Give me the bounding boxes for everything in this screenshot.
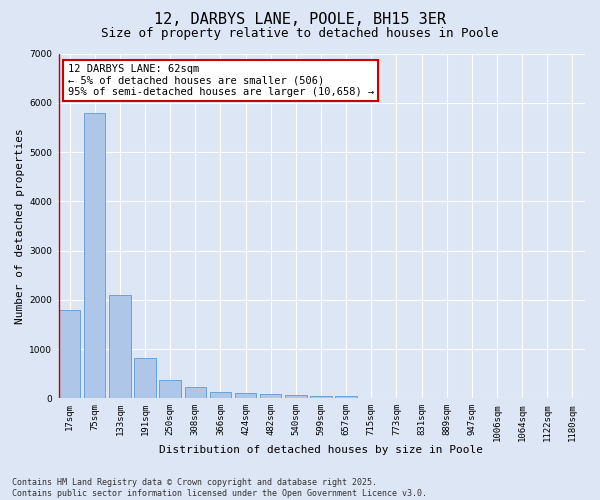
Bar bbox=[210, 392, 231, 398]
Text: 12, DARBYS LANE, POOLE, BH15 3ER: 12, DARBYS LANE, POOLE, BH15 3ER bbox=[154, 12, 446, 28]
Text: 12 DARBYS LANE: 62sqm
← 5% of detached houses are smaller (506)
95% of semi-deta: 12 DARBYS LANE: 62sqm ← 5% of detached h… bbox=[68, 64, 374, 97]
Bar bbox=[260, 394, 281, 398]
Bar bbox=[109, 295, 131, 399]
Y-axis label: Number of detached properties: Number of detached properties bbox=[15, 128, 25, 324]
Text: Size of property relative to detached houses in Poole: Size of property relative to detached ho… bbox=[101, 28, 499, 40]
Bar bbox=[59, 310, 80, 398]
Bar bbox=[335, 396, 357, 398]
Bar bbox=[285, 396, 307, 398]
Bar bbox=[84, 112, 106, 399]
Bar bbox=[310, 396, 332, 398]
Text: Contains HM Land Registry data © Crown copyright and database right 2025.
Contai: Contains HM Land Registry data © Crown c… bbox=[12, 478, 427, 498]
Bar bbox=[235, 393, 256, 398]
Bar bbox=[160, 380, 181, 398]
Bar bbox=[185, 387, 206, 398]
X-axis label: Distribution of detached houses by size in Poole: Distribution of detached houses by size … bbox=[159, 445, 483, 455]
Bar bbox=[134, 358, 156, 399]
